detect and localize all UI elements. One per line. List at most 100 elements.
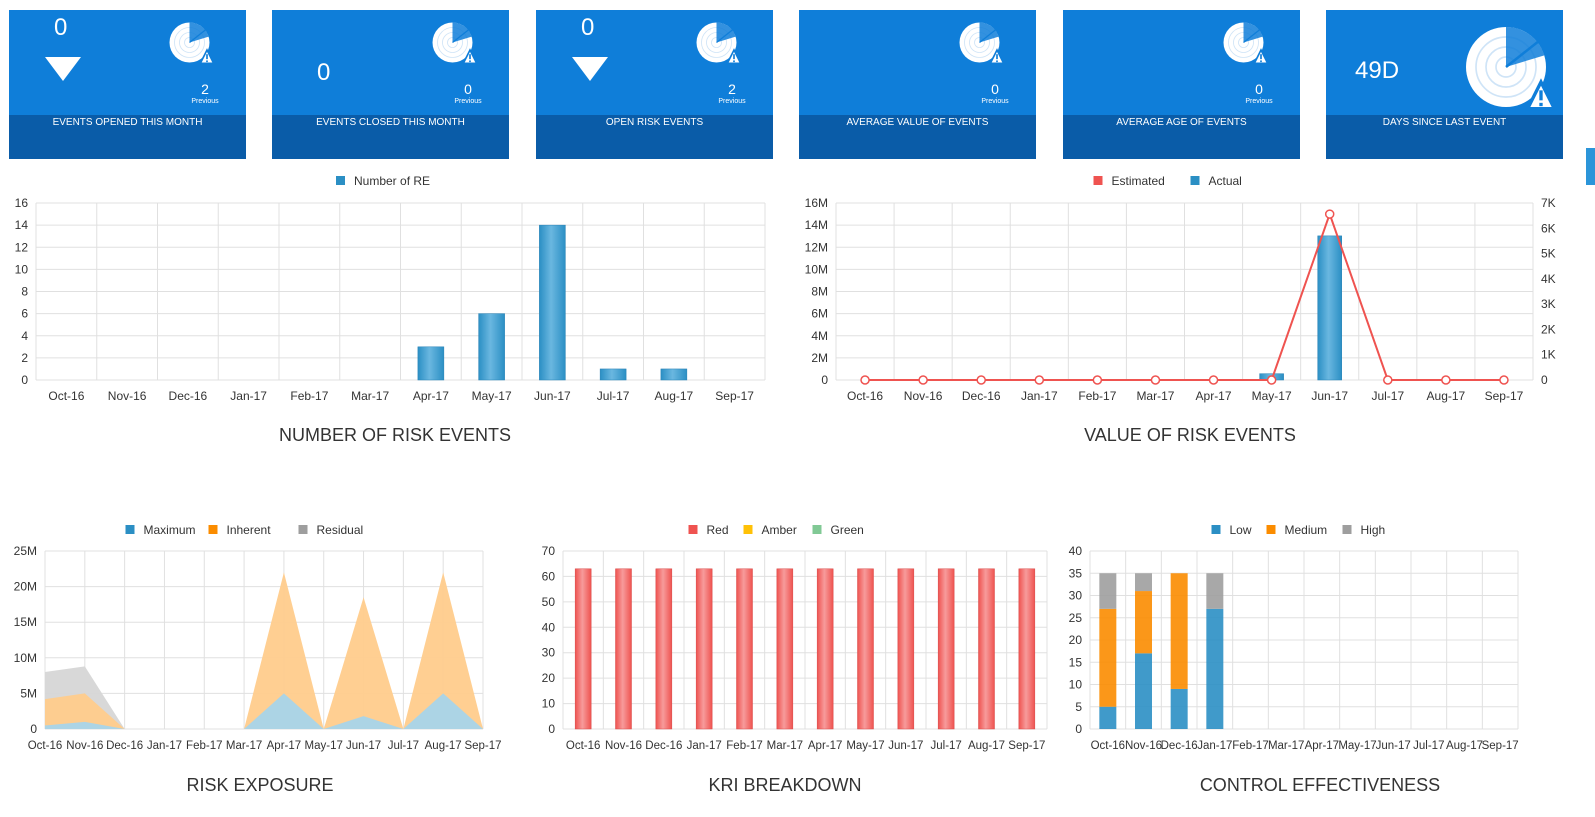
legend-label: High: [1361, 523, 1386, 537]
bar: [736, 568, 753, 730]
x-tick-label: Apr-17: [808, 740, 843, 752]
previous-value: 2: [728, 81, 736, 97]
line-point: [1208, 375, 1219, 385]
kri-breakdown-chart: 0 10 20 30 40 50 60 70 Oct-16 Nov-16 Dec-16 Jan-17 F…: [542, 523, 1048, 752]
x-tick-label: Dec-16: [169, 389, 208, 403]
kri-breakdown-title: KRI BREAKDOWN: [708, 775, 862, 795]
legend-swatch: [336, 176, 345, 185]
control-effectiveness-title: CONTROL EFFECTIVENESS: [1199, 775, 1441, 795]
tile-footer-band: [1063, 115, 1300, 159]
previous-label: Previous: [981, 98, 1009, 105]
line-point: [1150, 375, 1161, 385]
legend-label: Inherent: [227, 523, 272, 537]
x-tick-label: Aug-17: [655, 389, 694, 403]
y-tick-label: 6K: [1541, 221, 1556, 235]
tile-footer-band: [799, 115, 1036, 159]
x-tick-label: Mar-17: [767, 740, 803, 752]
stacked-bar-segment: [1099, 573, 1117, 609]
x-tick-label: Nov-16: [605, 740, 642, 752]
stacked-bar-segment: [1099, 706, 1117, 729]
bar: [695, 568, 713, 730]
y-tick-label: 0: [30, 722, 37, 736]
y-tick-label: 0: [1541, 373, 1548, 387]
legend-swatch: [1211, 525, 1221, 534]
bar: [574, 568, 592, 730]
x-tick-label: Jun-17: [534, 389, 571, 403]
legend-label: Actual: [1209, 174, 1242, 188]
tile-label: AVERAGE AGE OF EVENTS: [1116, 117, 1247, 128]
x-tick-label: May-17: [472, 389, 512, 403]
down-arrow-icon: [572, 57, 608, 81]
side-panel-tab[interactable]: [1586, 148, 1595, 185]
tile-value: 0: [317, 59, 331, 86]
y-tick-label: 6: [21, 307, 28, 321]
kpi-tile[interactable]: AVERAGE VALUE OF EVENTS 0 Previous: [799, 10, 1036, 159]
legend-swatch: [1190, 176, 1200, 185]
y-tick-label: 14: [15, 218, 29, 232]
legend-label: Low: [1230, 523, 1252, 537]
y-tick-label: 0: [21, 373, 28, 387]
tile-label: AVERAGE VALUE OF EVENTS: [846, 117, 989, 128]
x-tick-label: Apr-17: [1305, 740, 1340, 752]
stacked-bar-segment: [1099, 608, 1117, 707]
y-tick-label: 0: [1075, 722, 1082, 736]
down-arrow-icon: [45, 57, 81, 81]
x-tick-label: May-17: [305, 740, 343, 752]
y-tick-label: 10: [15, 262, 29, 276]
x-tick-label: Jul-17: [931, 740, 962, 752]
bar: [655, 568, 673, 730]
legend-label: Red: [707, 523, 729, 537]
stacked-bar-segment: [1206, 573, 1224, 609]
y-tick-label: 10M: [805, 262, 828, 276]
x-tick-label: Jun-17: [888, 740, 923, 752]
bar: [937, 568, 955, 730]
previous-value: 2: [201, 81, 209, 97]
number-of-risk-events-title: NUMBER OF RISK EVENTS: [278, 425, 512, 445]
x-tick-label: Mar-17: [1136, 389, 1174, 403]
stacked-bar-segment: [1206, 608, 1224, 729]
bar: [857, 568, 874, 730]
y-tick-label: 5K: [1541, 247, 1556, 261]
bar: [978, 568, 995, 730]
legend-label: Amber: [762, 523, 797, 537]
x-tick-label: Apr-17: [267, 740, 302, 752]
bar: [615, 568, 632, 730]
legend-label: Estimated: [1112, 174, 1165, 188]
previous-label: Previous: [454, 98, 482, 105]
y-tick-label: 8M: [811, 285, 828, 299]
kpi-tile[interactable]: OPEN RISK EVENTS 0 2 Previous: [536, 10, 773, 159]
kpi-tile[interactable]: EVENTS OPENED THIS MONTH 0 2 Previous: [9, 10, 246, 159]
kpi-tile[interactable]: DAYS SINCE LAST EVENT 49D: [1326, 10, 1563, 159]
x-tick-label: Jun-17: [1376, 740, 1411, 752]
previous-label: Previous: [1245, 98, 1273, 105]
tile-value: 0: [581, 14, 595, 41]
kpi-tile[interactable]: AVERAGE AGE OF EVENTS 0 Previous: [1063, 10, 1300, 159]
previous-value: 0: [464, 81, 472, 97]
tile-label: EVENTS OPENED THIS MONTH: [52, 117, 203, 128]
tile-footer-band: [536, 115, 773, 159]
legend-swatch: [208, 525, 218, 534]
y-tick-label: 0: [821, 373, 828, 387]
value-of-risk-events-title: VALUE OF RISK EVENTS: [1084, 425, 1296, 445]
radar-alert-icon: [696, 22, 743, 65]
radar-alert-icon: [1466, 26, 1558, 111]
x-tick-label: Nov-16: [1125, 740, 1162, 752]
tile-label: EVENTS CLOSED THIS MONTH: [316, 117, 465, 128]
x-tick-label: Jan-17: [1021, 389, 1058, 403]
x-tick-label: May-17: [1252, 389, 1292, 403]
bar: [417, 346, 445, 381]
x-tick-label: Apr-17: [413, 389, 449, 403]
y-tick-label: 8: [21, 285, 28, 299]
x-tick-label: Oct-16: [847, 389, 883, 403]
tile-label: OPEN RISK EVENTS: [605, 117, 704, 128]
x-tick-label: Nov-16: [108, 389, 147, 403]
x-tick-label: Mar-17: [226, 740, 262, 752]
legend-label: Number of RE: [354, 174, 430, 188]
x-tick-label: Apr-17: [1196, 389, 1232, 403]
y-tick-label: 4M: [811, 329, 828, 343]
legend-swatch: [743, 525, 753, 534]
radar-alert-icon: [432, 22, 479, 65]
x-tick-label: Feb-17: [726, 740, 762, 752]
kpi-tile[interactable]: EVENTS CLOSED THIS MONTH 0 0 Previous: [272, 10, 509, 159]
x-tick-label: Mar-17: [1268, 740, 1304, 752]
